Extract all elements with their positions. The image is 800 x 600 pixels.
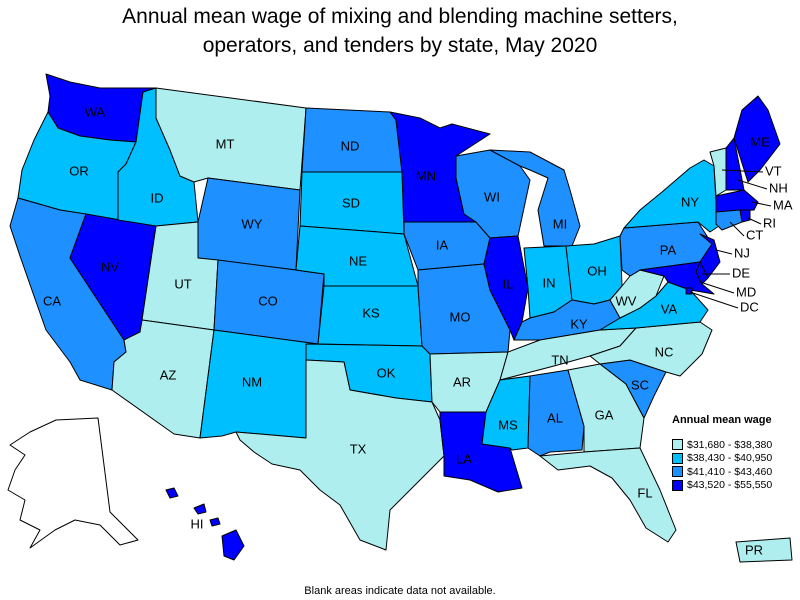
legend-item-2: $38,430 - $40,950 (672, 452, 798, 466)
label-wa: WA (85, 104, 106, 119)
label-ia: IA (436, 237, 449, 252)
legend-swatch-1 (672, 439, 683, 451)
state-md[interactable] (639, 261, 715, 295)
state-dc[interactable] (685, 287, 693, 295)
label-fl: FL (637, 485, 652, 500)
legend-item-4: $43,520 - $55,550 (672, 479, 798, 493)
label-vt: VT (765, 163, 782, 178)
label-ri: RI (763, 215, 776, 230)
label-hi: HI (191, 516, 204, 531)
state-ct[interactable] (715, 209, 743, 231)
label-sc: SC (631, 377, 649, 392)
label-ms: MS (498, 417, 518, 432)
state-co[interactable] (213, 259, 325, 345)
legend-swatch-3 (672, 466, 683, 478)
map-title: Annual mean wage of mixing and blending … (0, 2, 800, 60)
state-fl[interactable] (539, 447, 677, 543)
legend-label-3: $41,410 - $43,460 (687, 465, 773, 478)
legend-swatch-4 (672, 479, 683, 491)
label-nv: NV (101, 259, 119, 274)
label-dc: DC (740, 299, 759, 314)
label-tn: TN (551, 352, 568, 367)
label-ut: UT (174, 276, 191, 291)
label-nh: NH (769, 180, 788, 195)
legend-swatch-2 (672, 452, 683, 464)
label-al: AL (547, 410, 563, 425)
state-labels: WA OR CA NV ID MT WY UT AZ CO NM ND SD N… (43, 104, 793, 557)
legend-label-1: $31,680 - $38,380 (687, 438, 773, 451)
label-wv: WV (616, 293, 637, 308)
label-ne: NE (349, 253, 367, 268)
label-oh: OH (587, 263, 607, 278)
label-nm: NM (242, 374, 262, 389)
legend-title: Annual mean wage (672, 414, 772, 426)
label-leader-lines (689, 169, 772, 309)
label-tx: TX (350, 441, 367, 456)
label-ks: KS (362, 305, 380, 320)
state-tx[interactable] (235, 359, 445, 551)
map-title-line2: operators, and tenders by state, May 202… (202, 34, 598, 57)
legend: Annual mean wage $31,680 - $38,380 $38,4… (672, 414, 798, 492)
state-nc[interactable] (589, 321, 713, 377)
state-me[interactable] (733, 95, 781, 183)
map-title-line1: Annual mean wage of mixing and blending … (122, 5, 678, 28)
label-wi: WI (484, 189, 500, 204)
label-de: DE (732, 265, 750, 280)
label-mt: MT (216, 136, 235, 151)
label-va: VA (661, 301, 678, 316)
label-in: IN (543, 275, 556, 290)
label-pa: PA (660, 242, 677, 257)
state-hi[interactable] (165, 487, 245, 561)
label-ny: NY (681, 194, 699, 209)
label-id: ID (151, 190, 164, 205)
label-nd: ND (341, 138, 360, 153)
state-ak[interactable] (7, 417, 139, 549)
label-or: OR (69, 163, 89, 178)
label-ca: CA (43, 293, 61, 308)
label-ok: OK (377, 365, 396, 380)
label-ar: AR (453, 374, 471, 389)
label-mn: MN (416, 168, 436, 183)
legend-label-4: $43,520 - $55,550 (687, 479, 773, 492)
label-il: IL (503, 276, 514, 291)
label-mi: MI (553, 216, 567, 231)
state-pr[interactable] (735, 537, 793, 563)
legend-item-1: $31,680 - $38,380 (672, 438, 798, 452)
label-ga: GA (595, 407, 614, 422)
state-vt[interactable] (709, 147, 727, 197)
label-mo: MO (450, 309, 471, 324)
label-az: AZ (160, 367, 177, 382)
label-sd: SD (342, 195, 360, 210)
label-ct: CT (746, 227, 763, 242)
state-ny[interactable] (623, 159, 723, 233)
legend-label-2: $38,430 - $40,950 (687, 452, 773, 465)
label-ky: KY (570, 316, 588, 331)
footnote: Blank areas indicate data not available. (304, 585, 496, 597)
legend-item-3: $41,410 - $43,460 (672, 465, 798, 479)
label-co: CO (258, 293, 278, 308)
label-md: MD (736, 284, 756, 299)
label-ma: MA (773, 197, 793, 212)
label-nc: NC (655, 344, 674, 359)
state-ma[interactable] (715, 189, 759, 213)
label-wy: WY (242, 216, 263, 231)
label-la: LA (456, 451, 472, 466)
label-nj: NJ (734, 245, 750, 260)
label-me: ME (750, 134, 770, 149)
label-pr: PR (745, 542, 763, 557)
